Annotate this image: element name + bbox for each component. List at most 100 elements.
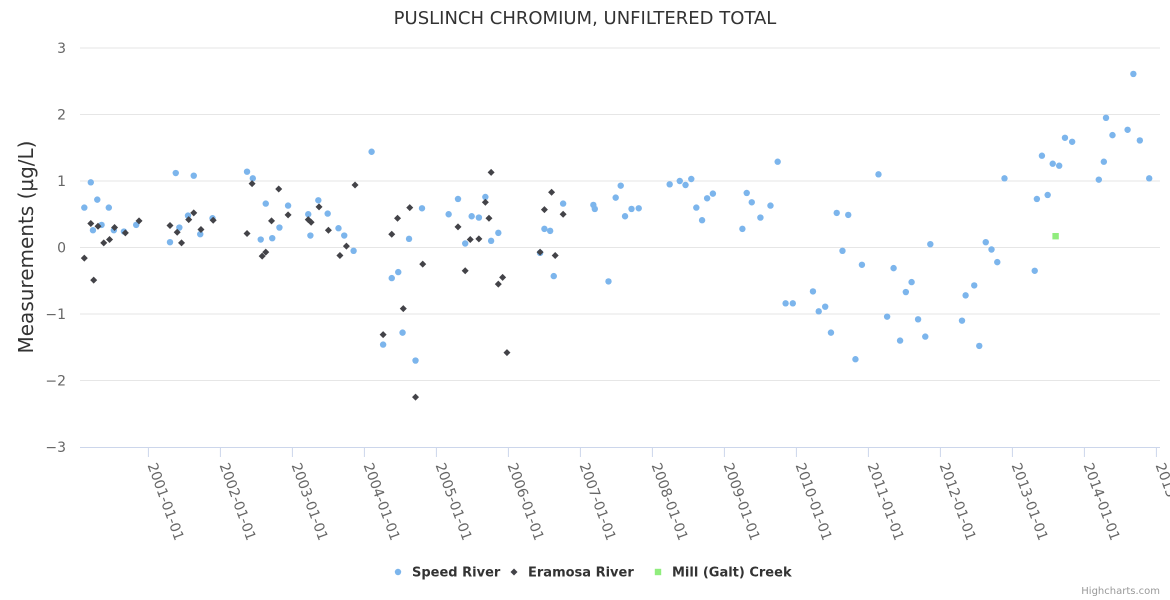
data-point[interactable] [845, 211, 852, 219]
legend-item[interactable]: Speed River [394, 566, 501, 581]
data-point[interactable] [80, 254, 88, 262]
data-point[interactable] [379, 331, 387, 339]
data-point[interactable] [305, 211, 312, 218]
data-point[interactable] [249, 175, 256, 182]
data-point[interactable] [135, 217, 143, 225]
data-point[interactable] [475, 235, 483, 243]
data-point[interactable] [100, 239, 108, 247]
data-point[interactable] [536, 248, 544, 256]
data-point[interactable] [269, 234, 276, 242]
data-point[interactable] [178, 239, 186, 247]
data-point[interactable] [268, 217, 276, 225]
data-point[interactable] [487, 168, 495, 176]
data-point[interactable] [284, 211, 292, 219]
data-point[interactable] [682, 181, 689, 189]
data-point[interactable] [767, 202, 774, 209]
data-point[interactable] [902, 288, 910, 296]
data-point[interactable] [243, 168, 251, 175]
data-point[interactable] [693, 204, 700, 211]
data-point[interactable] [1061, 134, 1069, 141]
data-point[interactable] [388, 274, 395, 282]
data-point[interactable] [1100, 158, 1108, 165]
data-point[interactable] [1095, 176, 1103, 183]
data-point[interactable] [922, 333, 929, 340]
data-point[interactable] [1056, 162, 1063, 169]
data-point[interactable] [789, 300, 796, 307]
data-point[interactable] [1038, 152, 1046, 159]
data-point[interactable] [324, 210, 331, 217]
data-point[interactable] [176, 224, 183, 231]
data-point[interactable] [190, 209, 198, 217]
data-point[interactable] [1031, 267, 1038, 274]
data-point[interactable] [257, 236, 264, 243]
data-point[interactable] [982, 238, 989, 246]
data-point[interactable] [1146, 175, 1153, 182]
data-point[interactable] [90, 276, 98, 284]
data-point[interactable] [418, 205, 426, 212]
data-point[interactable] [559, 210, 567, 218]
data-point[interactable] [962, 292, 969, 299]
data-point[interactable] [988, 246, 995, 253]
data-point[interactable] [927, 240, 934, 248]
data-point[interactable] [172, 169, 179, 177]
data-point[interactable] [368, 148, 375, 155]
data-point[interactable] [394, 214, 402, 222]
data-point[interactable] [185, 216, 193, 224]
data-point[interactable] [405, 235, 413, 243]
data-point[interactable] [197, 231, 204, 238]
data-point[interactable] [87, 179, 95, 186]
data-point[interactable] [106, 236, 114, 244]
data-point[interactable] [503, 349, 511, 357]
data-point[interactable] [350, 247, 357, 255]
data-point[interactable] [1001, 175, 1008, 182]
data-point[interactable] [481, 198, 489, 206]
credits[interactable]: Highcharts.com [1081, 586, 1160, 597]
data-point[interactable] [908, 278, 915, 286]
data-point[interactable] [462, 240, 469, 247]
data-point[interactable] [307, 232, 314, 239]
data-point[interactable] [87, 220, 95, 228]
data-point[interactable] [833, 209, 840, 217]
data-point[interactable] [559, 200, 567, 207]
data-point[interactable] [709, 190, 717, 197]
data-point[interactable] [197, 226, 205, 234]
data-point[interactable] [757, 214, 764, 221]
data-point[interactable] [89, 227, 97, 234]
data-point[interactable] [454, 223, 462, 231]
data-point[interactable] [815, 308, 822, 315]
data-point[interactable] [617, 182, 624, 189]
data-point[interactable] [1130, 70, 1137, 78]
data-point[interactable] [839, 247, 846, 255]
data-point[interactable] [341, 232, 348, 239]
data-point[interactable] [612, 194, 619, 201]
data-point[interactable] [111, 224, 119, 232]
data-point[interactable] [1136, 137, 1144, 144]
data-point[interactable] [284, 202, 292, 209]
data-point[interactable] [774, 158, 781, 165]
data-point[interactable] [262, 248, 270, 256]
data-point[interactable] [494, 280, 502, 288]
data-point[interactable] [591, 205, 598, 213]
data-point[interactable] [475, 214, 483, 221]
data-point[interactable] [132, 221, 140, 229]
data-point[interactable] [1109, 131, 1116, 139]
data-point[interactable] [703, 195, 711, 202]
legend-item[interactable]: Mill (Galt) Creek [654, 566, 792, 581]
data-point[interactable] [105, 204, 113, 211]
data-point[interactable] [852, 356, 859, 363]
data-point[interactable] [541, 225, 548, 233]
data-point[interactable] [1124, 126, 1131, 133]
legend-item[interactable]: Eramosa River [510, 566, 635, 581]
data-point[interactable] [454, 195, 462, 203]
data-point[interactable] [262, 200, 269, 207]
data-point[interactable] [342, 242, 350, 250]
data-point[interactable] [275, 185, 283, 193]
data-point[interactable] [399, 305, 407, 313]
data-point[interactable] [412, 393, 420, 401]
data-point[interactable] [482, 193, 489, 201]
data-point[interactable] [487, 237, 495, 245]
data-point[interactable] [1044, 191, 1051, 199]
data-point[interactable] [827, 329, 835, 336]
data-point[interactable] [698, 217, 706, 224]
data-point[interactable] [550, 272, 557, 280]
